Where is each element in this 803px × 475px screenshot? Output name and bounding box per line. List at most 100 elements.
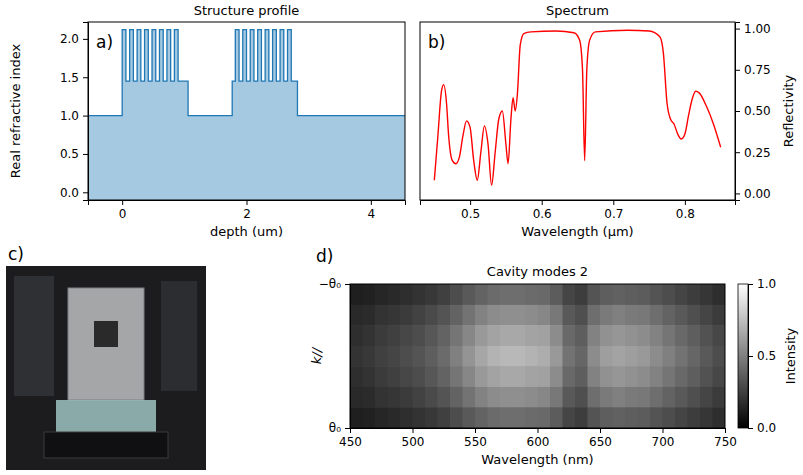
heat-cell xyxy=(438,284,451,305)
heat-cell xyxy=(388,346,401,367)
tick-label: 1.0 xyxy=(757,277,776,291)
heat-cell xyxy=(375,305,388,326)
heat-cell xyxy=(513,366,526,387)
heat-cell xyxy=(638,325,651,346)
x-axis-title: Wavelength (µm) xyxy=(521,224,633,239)
photo-detail xyxy=(44,432,168,458)
tick-mark xyxy=(83,116,88,117)
heat-cell xyxy=(688,346,701,367)
heat-cell xyxy=(513,305,526,326)
tick-mark xyxy=(613,200,614,205)
plot-area xyxy=(434,30,720,185)
heat-cell xyxy=(563,387,576,408)
heat-cell xyxy=(488,407,501,428)
spectrum-line xyxy=(434,30,720,185)
heat-cell xyxy=(713,387,726,408)
heat-cell xyxy=(425,346,438,367)
heat-cell xyxy=(550,325,563,346)
tick-mark xyxy=(122,200,123,205)
heat-cell xyxy=(463,366,476,387)
heat-cell xyxy=(638,284,651,305)
tick-mark xyxy=(600,428,601,433)
tick-label: −θ₀ xyxy=(319,277,341,291)
heat-cell xyxy=(713,366,726,387)
tick-label: 0.0 xyxy=(757,421,776,435)
tick-label: 2 xyxy=(243,207,251,221)
heat-cell xyxy=(350,346,363,367)
tick: 4 xyxy=(367,200,375,221)
heat-cell xyxy=(500,305,513,326)
tick-label: 0.7 xyxy=(604,207,623,221)
tick-label: 0 xyxy=(119,207,127,221)
tick: 1.00 xyxy=(735,22,771,36)
heat-cell xyxy=(363,346,376,367)
heat-cell xyxy=(713,284,726,305)
heat-cell xyxy=(463,387,476,408)
heat-cell xyxy=(688,387,701,408)
tick: 1.0 xyxy=(748,277,776,291)
tick: 500 xyxy=(402,428,425,449)
heat-cell xyxy=(350,325,363,346)
heat-cell xyxy=(438,407,451,428)
tick: 650 xyxy=(589,428,612,449)
tick-label: 750 xyxy=(714,435,737,449)
heat-cell xyxy=(425,407,438,428)
x-axis: 0 2 4 xyxy=(89,200,406,221)
heat-cell xyxy=(500,346,513,367)
colorbar-axis: 0.00.51.0 xyxy=(748,277,776,435)
axis-line xyxy=(351,429,726,434)
tick-mark xyxy=(83,39,88,40)
heat-cell xyxy=(388,305,401,326)
heat-cell xyxy=(363,366,376,387)
tick-mark xyxy=(735,152,740,153)
heat-cell xyxy=(513,284,526,305)
heat-cell xyxy=(538,305,551,326)
heat-cell xyxy=(450,407,463,428)
heat-cell xyxy=(663,346,676,367)
plot-frame xyxy=(420,22,735,200)
heat-cell xyxy=(600,284,613,305)
heat-cell xyxy=(425,305,438,326)
plot-frame xyxy=(350,284,725,428)
heat-cell xyxy=(438,325,451,346)
heat-cell xyxy=(613,346,626,367)
heat-cell xyxy=(588,284,601,305)
heat-cell xyxy=(463,325,476,346)
heat-cell xyxy=(700,407,713,428)
heat-cell xyxy=(638,305,651,326)
heat-cell xyxy=(588,325,601,346)
heat-cell xyxy=(438,387,451,408)
heat-cell xyxy=(688,325,701,346)
heat-cell xyxy=(538,346,551,367)
heat-cell xyxy=(513,387,526,408)
heat-cell xyxy=(388,284,401,305)
heat-cell xyxy=(475,407,488,428)
tick-label: 1.0 xyxy=(60,109,79,123)
heat-cell xyxy=(525,305,538,326)
tick-mark xyxy=(748,356,753,357)
heat-cell xyxy=(650,305,663,326)
heat-cell xyxy=(688,366,701,387)
heat-cell xyxy=(600,407,613,428)
heat-cell xyxy=(538,407,551,428)
heat-cell xyxy=(538,284,551,305)
heat-cell xyxy=(450,346,463,367)
heat-cell xyxy=(700,305,713,326)
heat-cell xyxy=(413,366,426,387)
tick: 2 xyxy=(243,200,251,221)
photo-detail xyxy=(161,281,197,391)
heat-cell xyxy=(463,346,476,367)
y-axis-title: Real refractive index xyxy=(8,44,23,179)
heat-cell xyxy=(413,284,426,305)
heat-cell xyxy=(713,305,726,326)
heat-cell xyxy=(488,346,501,367)
tick-label: 1.00 xyxy=(744,22,771,36)
tick: 0.7 xyxy=(604,200,623,221)
heat-cell xyxy=(388,407,401,428)
heat-cell xyxy=(413,346,426,367)
heat-cell xyxy=(400,407,413,428)
tick-mark xyxy=(735,70,740,71)
heat-cell xyxy=(613,305,626,326)
heat-cell xyxy=(550,346,563,367)
heat-cell xyxy=(450,305,463,326)
